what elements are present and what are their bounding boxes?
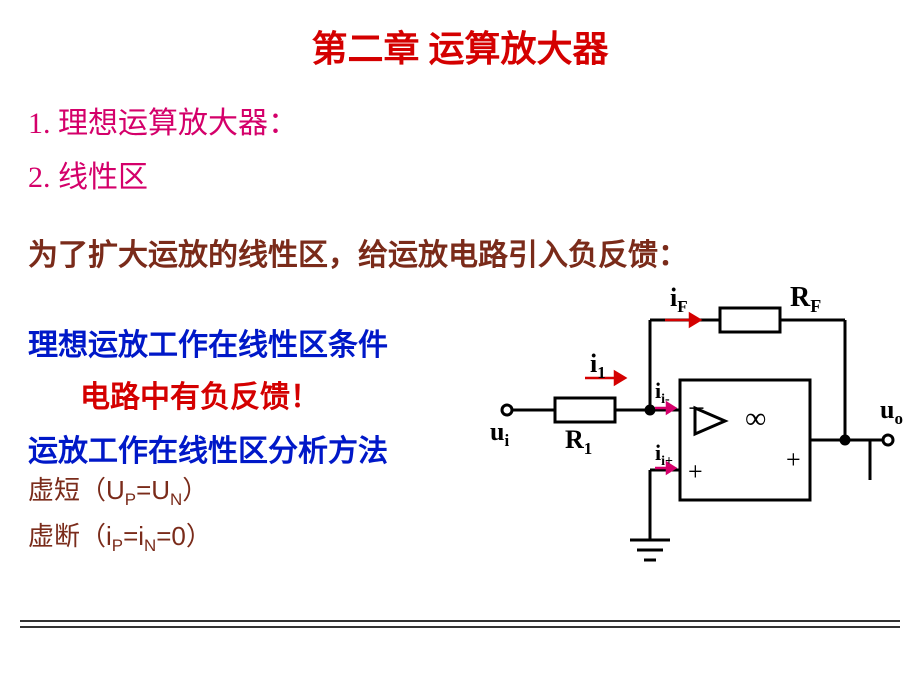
point-1: 1. 理想运算放大器： <box>28 98 298 142</box>
circuit-diagram: ∞ − + + <box>490 280 910 590</box>
text: 虚短（U <box>28 475 125 505</box>
label-R1: R1 <box>565 425 592 458</box>
text: =0） <box>156 521 212 551</box>
virtual-open: 虚断（iP=iN=0） <box>28 516 212 556</box>
sub: N <box>170 490 182 509</box>
svg-text:+: + <box>688 457 703 486</box>
intro-line: 为了扩大运放的线性区，给运放电路引入负反馈： <box>28 230 688 274</box>
text: 虚断（i <box>28 521 112 551</box>
label-uo: uo <box>880 395 903 428</box>
text: ） <box>182 475 208 505</box>
sub: P <box>125 490 136 509</box>
svg-text:−: − <box>688 392 705 425</box>
text: =U <box>136 475 170 505</box>
divider <box>20 626 900 628</box>
condition-heading: 理想运放工作在线性区条件 <box>28 320 388 364</box>
analysis-heading: 运放工作在线性区分析方法 <box>28 426 388 470</box>
svg-text:+: + <box>786 445 801 474</box>
divider <box>20 620 900 622</box>
label-ui: ui <box>490 417 509 450</box>
condition-detail: 电路中有负反馈！ <box>80 372 320 416</box>
label-ii-minus: ii- <box>655 378 670 407</box>
slide-title: 第二章 运算放大器 <box>0 20 920 72</box>
virtual-short: 虚短（UP=UN） <box>28 470 208 510</box>
infinity-symbol: ∞ <box>745 402 766 435</box>
sub: P <box>112 536 123 555</box>
point-2: 2. 线性区 <box>28 152 148 196</box>
label-i1: i1 <box>590 349 606 382</box>
label-iF: iF <box>670 283 688 316</box>
label-ii-plus: ii+ <box>655 440 673 469</box>
label-RF: RF <box>790 282 821 316</box>
text: =i <box>123 521 144 551</box>
sub: N <box>144 536 156 555</box>
